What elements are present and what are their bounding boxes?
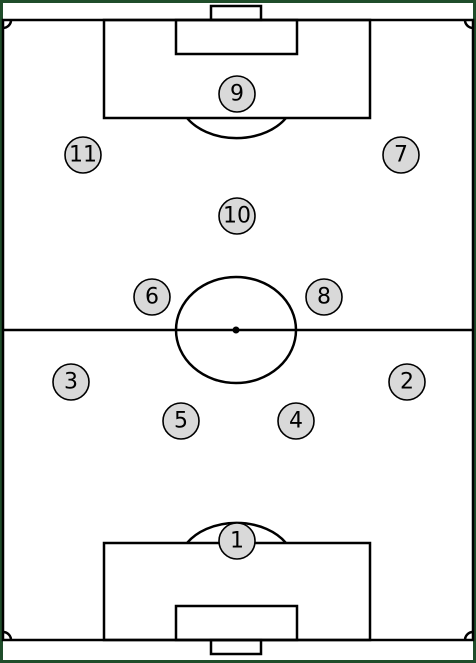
player-marker: 3 (52, 363, 90, 401)
player-marker: 6 (133, 278, 171, 316)
player-circle (305, 278, 343, 316)
corner-arc-top-left (2, 19, 13, 30)
player-circle (218, 522, 256, 560)
player-circle (64, 136, 102, 174)
goal-area-bottom (174, 604, 299, 642)
goal-bottom (209, 638, 263, 656)
player-number: 11 (69, 143, 97, 168)
player-marker: 5 (162, 402, 200, 440)
center-spot (232, 326, 240, 334)
player-circle (162, 402, 200, 440)
player-marker: 7 (382, 136, 420, 174)
player-circle (133, 278, 171, 316)
corner-arc-bottom-left (2, 630, 13, 641)
player-marker: 11 (64, 136, 102, 174)
player-number: 3 (64, 370, 78, 395)
player-marker: 4 (277, 402, 315, 440)
player-circle (52, 363, 90, 401)
goal-area-top (174, 18, 299, 56)
player-number: 5 (174, 409, 188, 434)
goal-top (209, 4, 263, 22)
player-circle (382, 136, 420, 174)
player-number: 9 (230, 82, 244, 107)
player-number: 10 (223, 204, 251, 229)
corner-arc-bottom-right (463, 630, 474, 641)
player-number: 1 (230, 529, 244, 554)
player-number: 6 (145, 285, 159, 310)
player-marker: 8 (305, 278, 343, 316)
player-number: 8 (317, 285, 331, 310)
player-circle (277, 402, 315, 440)
player-circle (388, 363, 426, 401)
player-number: 7 (394, 143, 408, 168)
player-number: 2 (400, 370, 414, 395)
penalty-arc-top (186, 117, 287, 140)
player-circle (218, 75, 256, 113)
player-number: 4 (289, 409, 303, 434)
player-marker: 1 (218, 522, 256, 560)
player-marker: 9 (218, 75, 256, 113)
corner-arc-top-right (463, 19, 474, 30)
player-circle (218, 197, 256, 235)
player-marker: 2 (388, 363, 426, 401)
player-marker: 10 (218, 197, 256, 235)
center-circle (174, 275, 298, 385)
